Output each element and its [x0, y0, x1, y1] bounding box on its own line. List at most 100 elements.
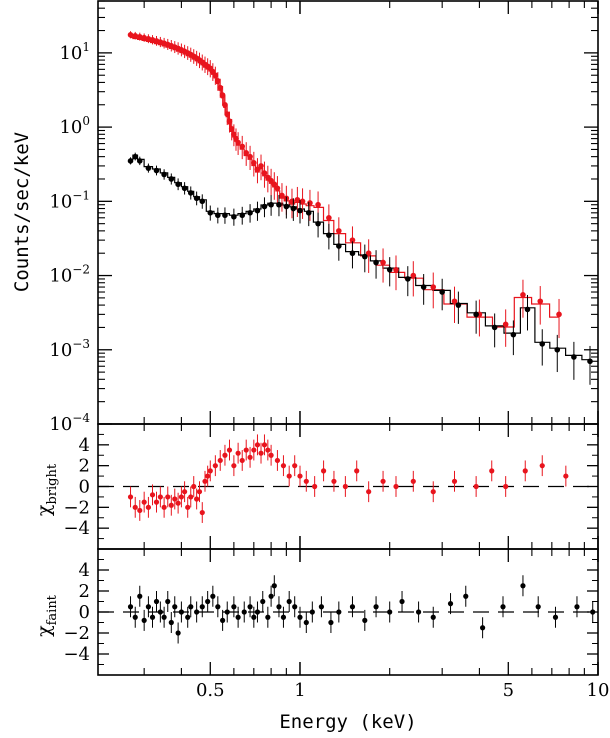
data-point [132, 504, 138, 510]
data-point [231, 131, 237, 138]
data-point [251, 614, 257, 620]
data-point [207, 210, 214, 216]
data-point [149, 614, 156, 620]
data-point [222, 101, 228, 108]
data-point [178, 609, 184, 615]
data-point [157, 609, 163, 615]
data-point [380, 478, 386, 484]
data-point [220, 617, 226, 624]
data-point [207, 468, 213, 474]
data-point [231, 213, 237, 220]
data-point [563, 473, 569, 479]
y-tick-label: −4 [63, 518, 90, 539]
x-tick-label: 1 [294, 680, 305, 701]
spectrum-x-ticks [143, 1, 599, 424]
residual-faint-points [98, 575, 598, 644]
y-tick-label: 2 [79, 581, 90, 602]
data-point [127, 32, 134, 38]
data-point [365, 250, 372, 257]
data-point [522, 468, 528, 474]
data-point [168, 619, 174, 626]
data-point [181, 185, 188, 192]
data-point [217, 84, 224, 91]
data-point [349, 250, 356, 257]
data-point [303, 619, 309, 626]
y-tick-label: 100 [59, 114, 90, 138]
data-point [491, 324, 498, 331]
data-point [181, 489, 188, 495]
data-point [254, 207, 261, 214]
residual-bright-y-ticks: 420−2−4 [63, 433, 598, 539]
data-point [191, 483, 197, 490]
data-point [520, 583, 526, 589]
data-point [137, 593, 143, 599]
data-point [297, 473, 303, 479]
data-point [336, 228, 342, 234]
data-point [219, 92, 226, 98]
residual-faint-ylabel: χfaint [33, 594, 60, 637]
data-point [271, 181, 278, 188]
data-point [415, 609, 422, 615]
data-point [199, 509, 205, 516]
data-point [276, 201, 282, 208]
data-point [188, 604, 194, 610]
data-point [199, 198, 206, 205]
data-point [399, 598, 405, 605]
data-point [235, 450, 241, 456]
data-point [251, 447, 257, 453]
data-point [235, 614, 241, 620]
data-point [222, 452, 228, 458]
data-point [149, 492, 156, 498]
data-point [331, 478, 337, 484]
data-point [222, 212, 228, 219]
data-point [215, 604, 221, 610]
data-point [217, 457, 223, 464]
data-point [212, 72, 219, 79]
data-point [420, 284, 427, 290]
data-point [145, 165, 152, 171]
data-point [210, 593, 216, 599]
data-point [212, 463, 218, 469]
data-point [194, 609, 200, 615]
data-point [326, 214, 332, 221]
data-point [380, 259, 386, 266]
y-tick-label: 10−2 [49, 263, 90, 287]
data-point [393, 483, 399, 490]
y-tick-label: 2 [79, 456, 90, 477]
data-point [224, 609, 230, 615]
data-point [571, 354, 577, 360]
data-point [373, 604, 379, 610]
data-point [261, 170, 268, 176]
data-point [430, 284, 437, 290]
data-point [243, 150, 250, 156]
data-point [502, 321, 509, 328]
data-point [307, 200, 313, 206]
data-point [153, 598, 160, 605]
data-point [404, 276, 411, 282]
data-point [235, 139, 241, 146]
data-point [145, 604, 152, 610]
data-point [447, 601, 454, 607]
data-point [292, 463, 298, 469]
data-point [172, 496, 178, 502]
y-tick-label: 0 [79, 477, 90, 498]
data-point [153, 499, 160, 505]
data-point [362, 253, 368, 260]
data-point [145, 504, 152, 510]
data-point [132, 32, 139, 39]
data-point [574, 604, 580, 610]
data-point [185, 504, 191, 510]
y-tick-label: 0 [79, 602, 90, 623]
data-point [254, 609, 261, 615]
data-point [451, 298, 458, 305]
data-point [178, 494, 184, 500]
residual-faint-y-ticks: 420−2−4 [63, 559, 598, 665]
data-point [215, 212, 221, 219]
model-curve [130, 154, 590, 361]
data-point [373, 259, 379, 266]
data-point [274, 457, 281, 464]
data-point [247, 454, 253, 460]
data-point [226, 118, 233, 125]
data-point [473, 311, 479, 318]
